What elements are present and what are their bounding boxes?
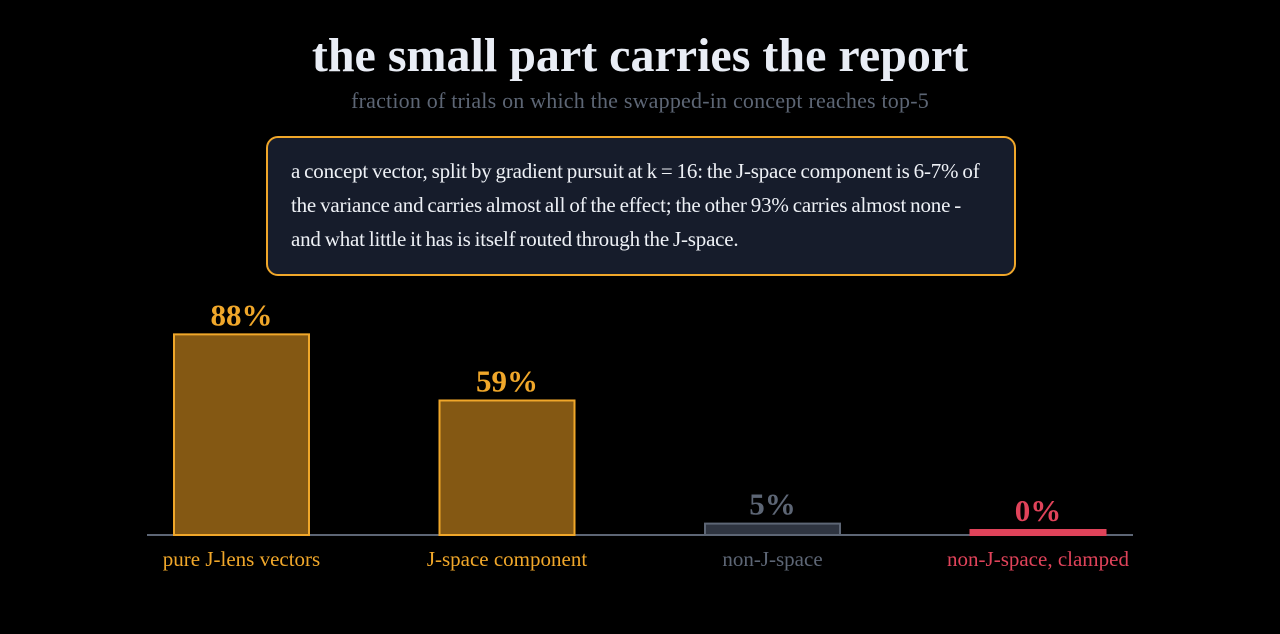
category-label-1: J-space component: [427, 547, 588, 571]
category-label-2: non-J-space: [722, 547, 822, 571]
bar-0: [173, 333, 310, 536]
bar-2: [704, 522, 841, 536]
bar-value-label-3: 0%: [1015, 493, 1062, 528]
callout-box: a concept vector, split by gradient purs…: [266, 136, 1016, 276]
bar-value-label-1: 59%: [476, 363, 538, 398]
bar-3: [969, 529, 1107, 536]
bar-value-label-0: 88%: [211, 297, 273, 332]
bar-value-label-2: 5%: [749, 487, 796, 522]
bar-1: [438, 399, 576, 537]
category-label-0: pure J-lens vectors: [163, 547, 320, 571]
chart-subtitle: fraction of trials on which the swapped-…: [351, 88, 929, 113]
category-label-3: non-J-space, clamped: [947, 547, 1129, 571]
chart-title: the small part carries the report: [311, 29, 969, 82]
